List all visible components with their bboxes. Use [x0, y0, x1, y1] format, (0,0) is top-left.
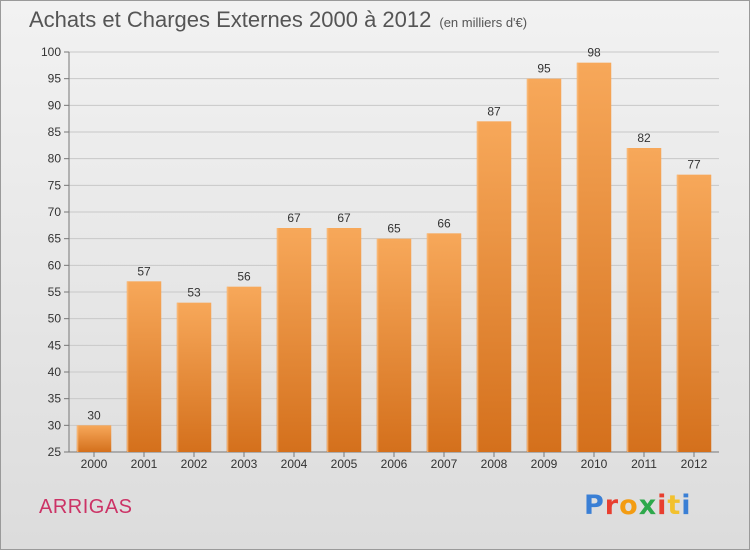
- y-tick-label: 25: [48, 445, 62, 459]
- labels: 30 2000 57 2001 53 2002 56 2003 67 2004 67 2005 65 20…: [81, 46, 708, 471]
- x-tick-label: 2008: [481, 457, 508, 471]
- y-tick-label: 35: [48, 392, 62, 406]
- y-tick-label: 50: [48, 312, 62, 326]
- y-tick-label: 90: [48, 98, 62, 112]
- data-label: 98: [587, 46, 601, 60]
- x-tick-label: 2003: [231, 457, 258, 471]
- data-label: 66: [437, 216, 451, 230]
- bar: [476, 121, 512, 452]
- x-tick-label: 2001: [131, 457, 158, 471]
- x-tick-label: 2005: [331, 457, 358, 471]
- data-label: 65: [387, 222, 401, 236]
- chart-title: Achats et Charges Externes 2000 à 2012 (e…: [29, 7, 527, 33]
- bar: [276, 228, 312, 452]
- logo-letter: P: [584, 490, 605, 521]
- x-tick-label: 2007: [431, 457, 458, 471]
- y-tick-label: 65: [48, 232, 62, 246]
- y-tick-label: 70: [48, 205, 62, 219]
- y-tick-label: 75: [48, 178, 62, 192]
- y-tick-label: 95: [48, 72, 62, 86]
- y-tick-label: 45: [48, 338, 62, 352]
- x-tick-label: 2000: [81, 457, 108, 471]
- bars: [76, 62, 712, 453]
- logo-letter: i: [681, 490, 692, 521]
- data-label: 57: [137, 264, 151, 278]
- x-tick-label: 2006: [381, 457, 408, 471]
- bar: [126, 281, 162, 452]
- y-tick-label: 30: [48, 418, 62, 432]
- logo-letter: t: [667, 490, 682, 521]
- bar: [676, 174, 712, 452]
- logo-letter: x: [638, 490, 658, 521]
- commune-name: ARRIGAS: [39, 496, 133, 518]
- x-tick-label: 2012: [681, 457, 708, 471]
- bar: [376, 238, 412, 452]
- y-tick-label: 80: [48, 152, 62, 166]
- y-tick-label: 85: [48, 125, 62, 139]
- title-unit: (en milliers d'€): [439, 15, 528, 30]
- data-label: 87: [487, 104, 501, 118]
- proxiti-logo[interactable]: Proxiti: [584, 490, 692, 521]
- data-label: 77: [687, 158, 701, 172]
- x-tick-label: 2011: [631, 457, 657, 471]
- data-label: 67: [287, 211, 301, 225]
- y-tick-label: 60: [48, 258, 62, 272]
- data-label: 67: [337, 211, 351, 225]
- x-tick-label: 2002: [181, 457, 208, 471]
- bar: [426, 233, 462, 452]
- y-tick-label: 55: [48, 285, 62, 299]
- data-label: 95: [537, 62, 551, 76]
- bar: [626, 148, 662, 452]
- logo-letter: o: [619, 490, 639, 521]
- bar: [326, 228, 362, 452]
- data-label: 53: [187, 286, 201, 300]
- bar: [176, 302, 212, 452]
- logo-letter: r: [604, 490, 620, 521]
- bar: [76, 425, 112, 452]
- title-text: Achats et Charges Externes 2000 à 2012: [29, 7, 432, 32]
- data-label: 30: [87, 408, 101, 422]
- data-label: 56: [237, 270, 251, 284]
- x-tick-label: 2004: [281, 457, 308, 471]
- logo-letter: i: [657, 490, 668, 521]
- x-tick-label: 2010: [581, 457, 608, 471]
- data-label: 82: [637, 131, 651, 145]
- y-tick-label: 100: [41, 45, 61, 59]
- bar: [226, 286, 262, 452]
- x-tick-label: 2009: [531, 457, 558, 471]
- bar: [526, 78, 562, 453]
- y-tick-label: 40: [48, 365, 62, 379]
- bar: [576, 62, 612, 453]
